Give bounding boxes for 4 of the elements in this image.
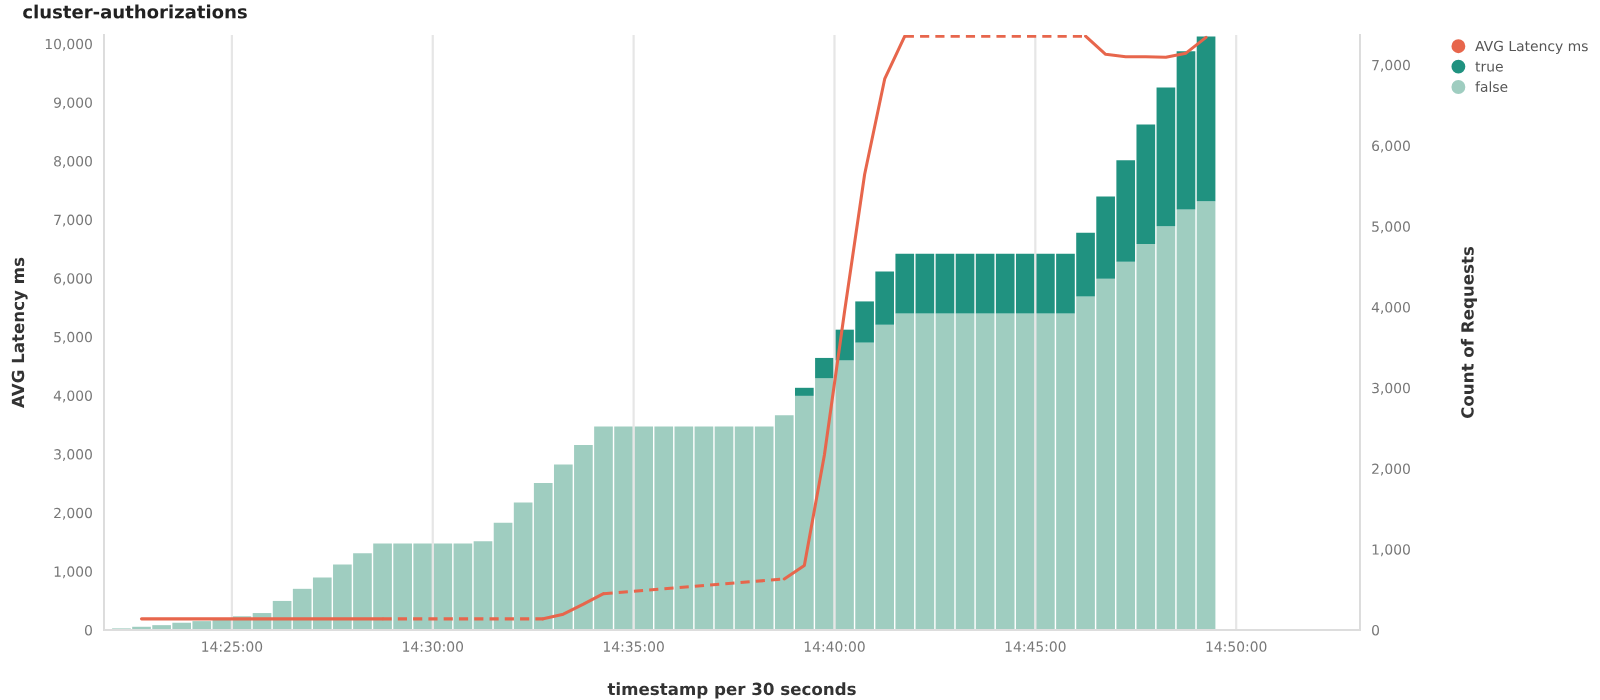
chart-title: cluster-authorizations [23,4,247,19]
y2-axis-title: Count of Requests [1460,246,1477,419]
x-axis-title: timestamp per 30 seconds [607,682,856,699]
y-axis-title: AVG Latency ms [11,257,28,408]
